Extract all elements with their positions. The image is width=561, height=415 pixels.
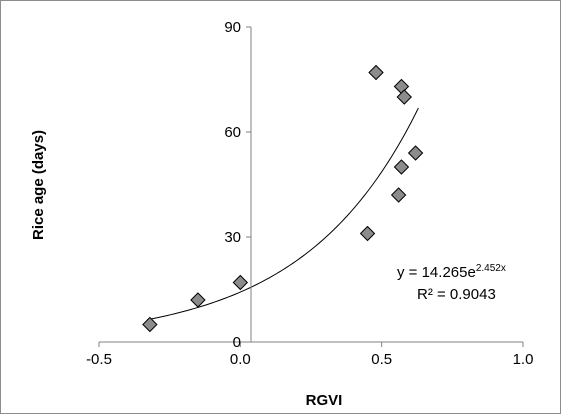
x-axis-title: RGVI (306, 392, 343, 409)
trendline-equation-base: y = 14.265e (397, 264, 476, 281)
data-point (190, 292, 206, 308)
points-layer (142, 64, 424, 333)
trendline-curve (146, 107, 419, 321)
trendline-r-squared: R² = 0.9043 (417, 286, 496, 303)
data-point (359, 225, 376, 242)
data-point (232, 274, 249, 291)
data-point (142, 316, 158, 333)
axes-layer (99, 27, 523, 343)
x-tick-label: 1.0 (513, 351, 534, 368)
x-tick-label: 0.5 (371, 351, 392, 368)
trendline-equation: y = 14.265e2.452x (397, 263, 506, 281)
x-tick-label: 0.0 (230, 351, 251, 368)
data-point (396, 89, 412, 105)
y-tick-label: 30 (224, 229, 241, 246)
trendline-equation-exponent: 2.452x (476, 263, 506, 274)
data-point (368, 64, 384, 81)
trendline-layer (146, 107, 419, 321)
data-point (393, 159, 410, 175)
y-tick-label: 90 (224, 19, 241, 36)
data-point (390, 187, 407, 203)
ticks-layer: -0.5 0.0 0.5 1.0 0 30 60 90 (86, 19, 533, 368)
y-axis-title: Rice age (days) (30, 130, 47, 240)
x-tick-label: -0.5 (86, 351, 112, 368)
data-point (407, 145, 424, 161)
y-tick-label: 60 (224, 124, 241, 141)
y-tick-label: 0 (233, 334, 241, 351)
